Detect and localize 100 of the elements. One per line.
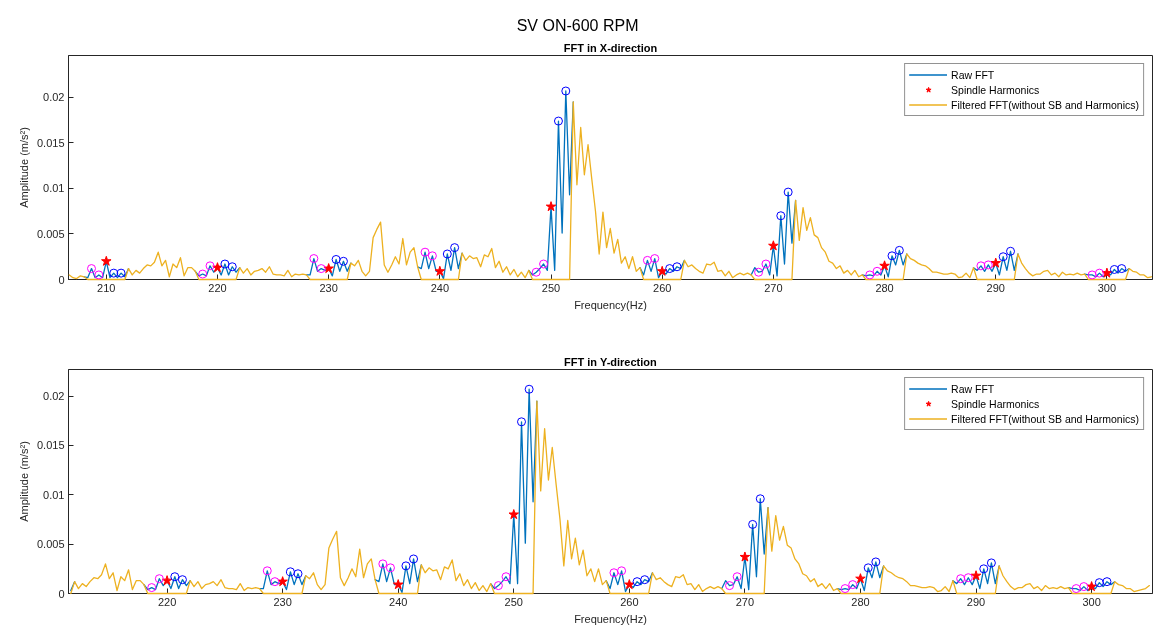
point [161, 575, 173, 586]
point [262, 566, 272, 576]
x-tick-label: 290 [966, 595, 986, 608]
point [316, 264, 326, 274]
x-tick-label: 230 [273, 595, 292, 608]
point [378, 559, 388, 569]
point [147, 583, 157, 593]
point [1086, 581, 1097, 592]
legend-label: Raw FFT [951, 382, 995, 395]
legend-label: Filtered FFT(without SB and Harmonics) [951, 98, 1139, 111]
point [1101, 267, 1113, 278]
point [109, 268, 119, 278]
point [986, 558, 996, 568]
point [894, 245, 904, 255]
x-tick-label: 210 [97, 281, 116, 294]
chart-subtitle: FFT in Y-direction [564, 355, 658, 368]
point [976, 261, 986, 271]
point [553, 116, 563, 126]
point [956, 574, 966, 584]
point [531, 267, 541, 277]
y-axis-title: Amplitude (m/s²) [17, 127, 30, 208]
chart-title: SV ON-600 RPM [516, 16, 639, 34]
x-tick-label: 250 [541, 281, 561, 294]
point [561, 86, 571, 96]
y-tick-label: 0.02 [43, 390, 65, 403]
point [220, 259, 230, 269]
point [1006, 246, 1016, 256]
point [493, 581, 503, 591]
point [656, 265, 668, 276]
y-tick-label: 0.015 [36, 439, 65, 452]
point [524, 384, 534, 394]
point [855, 573, 866, 584]
point [963, 573, 973, 583]
point [632, 577, 642, 587]
point [609, 568, 619, 578]
point [1102, 577, 1112, 587]
point [848, 580, 858, 590]
point [748, 519, 758, 529]
point [739, 551, 751, 562]
x-tick-label: 250 [504, 595, 523, 608]
x-tick-label: 220 [208, 281, 227, 294]
x-tick-label: 270 [764, 281, 783, 294]
point [1087, 270, 1097, 280]
point [783, 187, 793, 197]
point [539, 259, 549, 269]
y-tick-label: 0.01 [43, 488, 65, 501]
point [863, 563, 873, 573]
legend-label: Filtered FFT(without SB and Harmonics) [951, 412, 1139, 425]
point [642, 255, 652, 265]
x-axis-title: Frequency(Hz) [574, 612, 647, 625]
point [865, 270, 875, 280]
point [392, 579, 404, 590]
point [754, 267, 764, 277]
point [887, 251, 897, 261]
x-tick-label: 230 [319, 281, 338, 294]
chart-subtitle: FFT in X-direction [563, 41, 658, 54]
point [624, 579, 635, 590]
x-axis-title: Frequency(Hz) [574, 298, 647, 311]
point [650, 254, 660, 264]
point [755, 494, 765, 504]
point [776, 211, 786, 221]
point [385, 563, 395, 573]
point [1117, 264, 1127, 274]
point [998, 252, 1008, 262]
x-tick-label: 260 [653, 281, 672, 294]
point [270, 577, 280, 587]
point [665, 264, 675, 274]
y-tick-label: 0.005 [36, 538, 65, 551]
point [979, 564, 989, 574]
point [871, 557, 881, 567]
point [170, 572, 180, 582]
point [309, 254, 319, 264]
point [434, 265, 446, 276]
point [285, 567, 295, 577]
point [338, 256, 348, 266]
point [87, 264, 97, 274]
point [116, 268, 126, 278]
point [990, 257, 1001, 268]
point [872, 266, 882, 276]
point [442, 249, 452, 259]
x-tick-label: 240 [389, 595, 408, 608]
point [672, 262, 682, 272]
point [401, 561, 411, 571]
point [409, 554, 419, 564]
x-tick-label: 270 [735, 595, 755, 608]
point [768, 240, 779, 251]
y-tick-label: 0 [58, 273, 65, 286]
point [1079, 582, 1089, 592]
legend-label: Spindle Harmonics [951, 397, 1040, 410]
point [293, 569, 303, 579]
x-tick-label: 300 [1082, 595, 1101, 608]
point [1094, 578, 1104, 588]
point [331, 254, 341, 264]
y-tick-label: 0 [58, 587, 65, 600]
x-tick-label: 290 [986, 281, 1005, 294]
x-tick-label: 260 [620, 595, 639, 608]
point [732, 572, 742, 582]
point [1109, 264, 1119, 274]
point [517, 417, 527, 427]
legend-label: Spindle Harmonics [951, 83, 1040, 96]
